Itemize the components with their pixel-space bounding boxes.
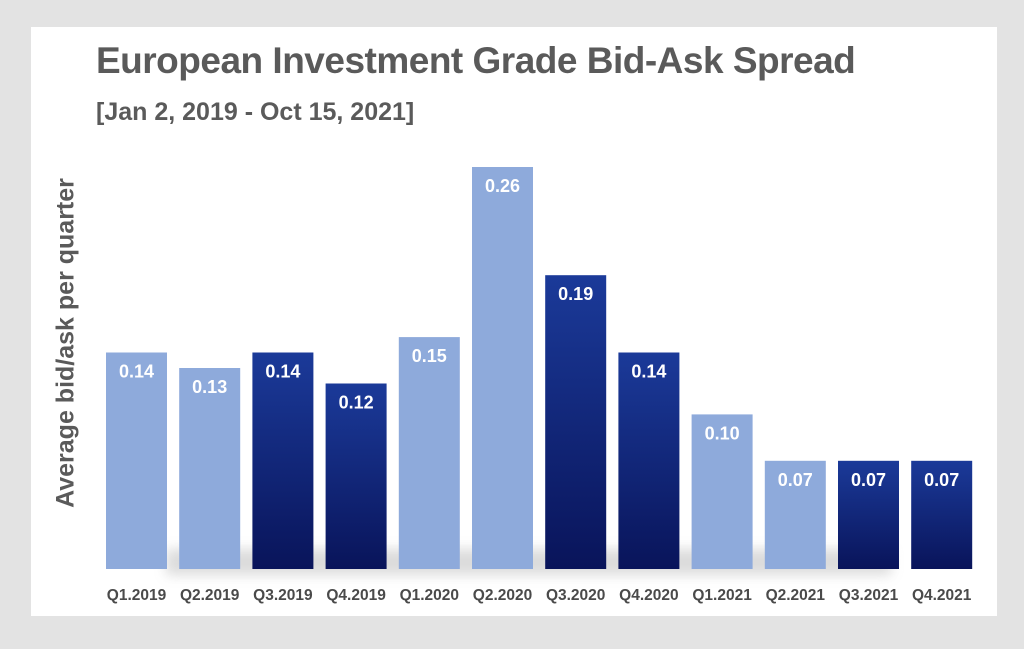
x-tick-label: Q1.2021	[692, 587, 752, 604]
bar-value-label: 0.19	[558, 284, 593, 304]
x-tick-label: Q2.2021	[766, 587, 826, 604]
bar-q3-2019	[252, 352, 314, 569]
x-tick-label: Q1.2020	[400, 587, 459, 604]
bar-value-label: 0.14	[119, 362, 154, 382]
bar-value-label: 0.14	[631, 362, 666, 382]
bar-q4-2020	[618, 352, 680, 569]
x-tick-label: Q4.2019	[326, 587, 386, 604]
bar-q2-2019	[179, 368, 241, 569]
x-tick-label: Q4.2020	[619, 587, 678, 604]
x-tick-label: Q3.2019	[253, 587, 313, 604]
bar-value-label: 0.07	[924, 470, 959, 490]
chart-subtitle: [Jan 2, 2019 - Oct 15, 2021]	[96, 98, 415, 126]
bar-q1-2021	[691, 414, 753, 569]
bar-value-label: 0.10	[705, 423, 740, 443]
bar-value-label: 0.13	[192, 377, 227, 397]
bar-q4-2021	[911, 460, 973, 569]
bar-value-label: 0.12	[339, 393, 374, 413]
bar-q1-2019	[106, 352, 167, 569]
bar-q3-2020	[545, 275, 607, 569]
x-tick-label: Q3.2020	[546, 587, 605, 604]
bar-q4-2019	[325, 383, 387, 569]
bar-value-label: 0.07	[778, 470, 813, 490]
x-tick-label: Q4.2021	[912, 587, 972, 604]
bar-value-label: 0.14	[265, 362, 300, 382]
bar-value-label: 0.15	[412, 346, 447, 366]
bar-q3-2021	[838, 460, 899, 569]
x-tick-label: Q3.2021	[839, 587, 899, 604]
bar-value-label: 0.26	[485, 176, 520, 196]
x-tick-label: Q2.2020	[473, 587, 532, 604]
bar-q2-2020	[472, 167, 533, 569]
chart-title: European Investment Grade Bid-Ask Spread	[96, 40, 856, 81]
x-tick-label: Q1.2019	[107, 587, 167, 604]
x-tick-label: Q2.2019	[180, 587, 240, 604]
bar-value-label: 0.07	[851, 470, 886, 490]
bar-q2-2021	[764, 460, 826, 569]
bar-q1-2020	[398, 337, 460, 569]
